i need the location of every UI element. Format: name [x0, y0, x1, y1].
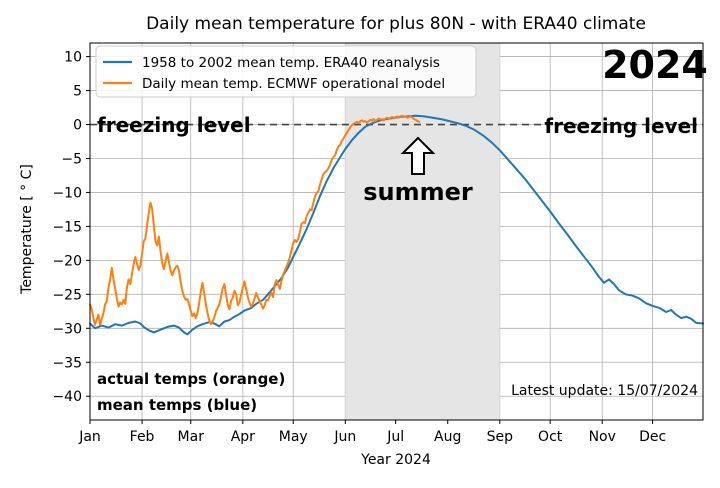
y-axis-label: Temperature [ ° C] [19, 164, 35, 295]
shade-layer [345, 43, 500, 420]
x-tick-label-aug: Aug [434, 429, 461, 445]
y-tick-label: −25 [52, 287, 82, 303]
summer-arrow-icon [400, 136, 436, 175]
year-badge: 2024 [602, 43, 708, 87]
x-tick-label-jul: Jul [386, 429, 404, 445]
summer-shade [345, 43, 500, 420]
x-axis-label: Year 2024 [360, 452, 431, 468]
x-tick-label-sep: Sep [487, 429, 514, 445]
x-tick-labels: Jan Feb Mar Apr May Jun Jul Aug Sep Oct Nov Dec [78, 420, 666, 445]
legend: 1958 to 2002 mean temp. ERA40 reanalysis… [95, 45, 477, 98]
y-tick-label: −35 [52, 355, 82, 371]
chart-title: Daily mean temperature for plus 80N - wi… [146, 14, 646, 34]
x-tick-label-oct: Oct [538, 429, 563, 445]
series-layer [89, 114, 704, 336]
y-tick-labels: 10 5 0 −5 −10 −15 −20 −25 −30 −35 −40 [52, 50, 90, 405]
y-tick-label: −20 [52, 253, 82, 269]
x-tick-label-dec: Dec [639, 429, 666, 445]
note-actual-temps: actual temps (orange) [97, 370, 285, 388]
x-tick-label-jan: Jan [78, 429, 101, 445]
x-tick-label-mar: Mar [178, 429, 205, 445]
y-tick-label: −5 [61, 151, 82, 167]
y-tick-label: −40 [52, 389, 82, 405]
legend-label-climate: 1958 to 2002 mean temp. ERA40 reanalysis [142, 55, 440, 71]
legend-box [95, 45, 477, 98]
note-mean-temps: mean temps (blue) [97, 396, 257, 414]
y-tick-label: −10 [52, 185, 82, 201]
plot-frame [89, 42, 704, 421]
series-line-climate [89, 114, 704, 336]
summer-label: summer [363, 178, 473, 206]
y-tick-label: −30 [52, 321, 82, 337]
legend-label-operational: Daily mean temp. ECMWF operational model [142, 76, 445, 92]
y-tick-label: 10 [64, 50, 82, 66]
x-tick-label-feb: Feb [130, 429, 155, 445]
x-tick-label-may: May [279, 429, 308, 445]
x-tick-label-jun: Jun [333, 429, 356, 445]
y-tick-label: 0 [73, 118, 82, 134]
latest-update-text: Latest update: 15/07/2024 [511, 383, 698, 399]
freezing-level-label-left: freezing level [97, 113, 251, 137]
series-line-operational [89, 114, 421, 326]
x-tick-label-apr: Apr [231, 429, 255, 445]
x-tick-label-nov: Nov [589, 429, 616, 445]
freezing-level-label-right: freezing level [544, 114, 698, 138]
y-tick-label: 5 [73, 84, 82, 100]
y-tick-label: −15 [52, 219, 82, 235]
